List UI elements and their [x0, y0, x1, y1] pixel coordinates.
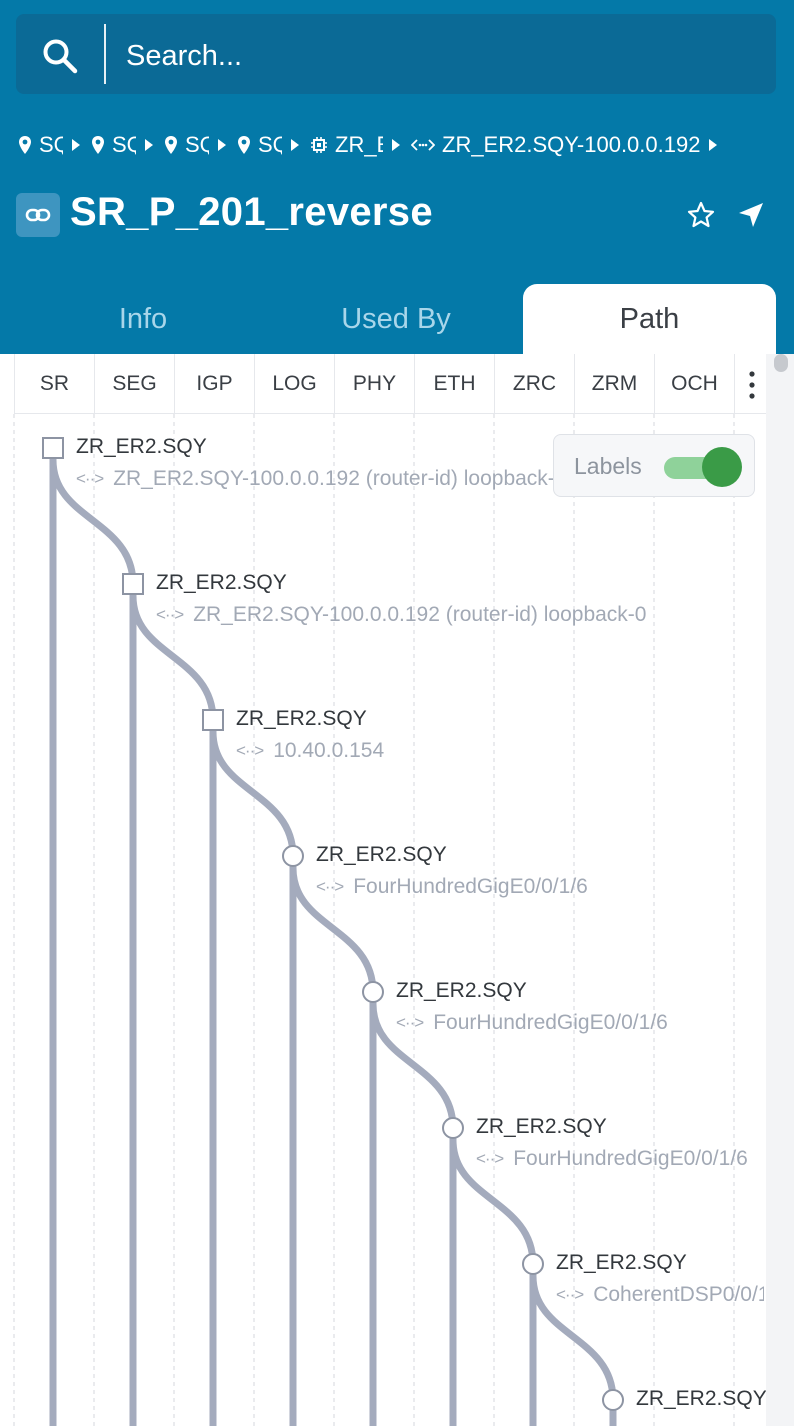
path-node-interface-text: FourHundredGigE0/0/1/6: [433, 1011, 668, 1034]
chevron-right-icon: [71, 138, 81, 152]
path-node-interface[interactable]: <··> ZR_ER2.SQY-100.0.0.192 (router-id) l…: [76, 467, 566, 491]
breadcrumb-item[interactable]: ZR_ER2.SQY: [310, 132, 411, 158]
path-node-interface-text: FourHundredGigE0/0/1/6: [353, 875, 588, 898]
path-node-label[interactable]: ZR_ER2.SQY: [396, 979, 527, 1002]
search-input[interactable]: [126, 36, 746, 76]
path-node-label[interactable]: ZR_ER2.SQY: [556, 1251, 687, 1274]
path-connector: [289, 867, 377, 993]
path-node-interface[interactable]: <··> FourHundredGigE0/0/1/6: [316, 875, 588, 899]
breadcrumb-item[interactable]: SQY: [91, 132, 164, 158]
labels-toggle-knob[interactable]: [702, 447, 742, 487]
column-header-zrm[interactable]: ZRM: [575, 354, 655, 414]
link-arrows-icon: [411, 138, 435, 152]
path-connector: [49, 459, 137, 585]
path-node-interface-text: ZR_ER2.SQY-100.0.0.192 (router-id) loopb…: [113, 467, 567, 490]
chevron-right-icon: [290, 138, 300, 152]
tab-used-by[interactable]: Used By: [341, 302, 451, 335]
path-connector: [129, 595, 217, 721]
path-node-square[interactable]: [42, 437, 64, 459]
tab-path[interactable]: Path: [523, 284, 776, 354]
path-node-interface[interactable]: <··> FourHundredGigE0/0/1/6: [396, 1011, 668, 1035]
location-pin-icon: [164, 135, 178, 155]
breadcrumb-item[interactable]: SQY: [18, 132, 91, 158]
column-header-sr[interactable]: SR: [15, 354, 95, 414]
scrollbar[interactable]: [766, 354, 794, 1426]
column-header-zrc[interactable]: ZRC: [495, 354, 575, 414]
breadcrumb-label: SQY: [258, 132, 282, 157]
chevron-right-icon: [708, 138, 718, 152]
link-icon: [16, 193, 60, 237]
path-connector: [449, 1139, 537, 1265]
link-arrows-icon: <··>: [316, 877, 344, 896]
chevron-right-icon: [144, 138, 154, 152]
labels-toggle-label: Labels: [574, 453, 642, 479]
chevron-right-icon: [217, 138, 227, 152]
path-node-label[interactable]: ZR_ER2.SQY: [236, 707, 367, 730]
tab-info[interactable]: Info: [118, 302, 168, 335]
chevron-right-icon: [391, 138, 401, 152]
path-diagram: [13, 414, 735, 1426]
column-header-log[interactable]: LOG: [255, 354, 335, 414]
column-header-phy[interactable]: PHY: [335, 354, 415, 414]
breadcrumb-item[interactable]: ZR_ER2.SQY-100.0.0.192: [411, 132, 728, 158]
scrollbar-thumb[interactable]: [774, 354, 788, 372]
path-node-square[interactable]: [202, 709, 224, 731]
path-node-label[interactable]: ZR_ER2.SQY: [76, 435, 207, 458]
path-node-interface-text: 10.40.0.154: [273, 739, 385, 762]
path-node-circle[interactable]: [282, 845, 304, 867]
breadcrumb-label: ZR_ER2.SQY: [335, 132, 383, 157]
path-connector: [209, 731, 297, 857]
column-header-seg[interactable]: SEG: [95, 354, 175, 414]
breadcrumb: SQY SQY SQY SQY ZR_ER2.SQY ZR_ER2.SQY-100.0.0…: [18, 130, 778, 160]
navigate-icon[interactable]: [736, 200, 766, 230]
path-node-circle[interactable]: [602, 1389, 624, 1411]
path-node-circle[interactable]: [442, 1117, 464, 1139]
location-pin-icon: [18, 135, 32, 155]
path-connector: [529, 1275, 617, 1401]
layer-column-header: SR SEG IGP LOG PHY ETH ZRC ZRM OCH: [14, 354, 766, 414]
more-vertical-icon[interactable]: [748, 370, 756, 400]
column-header-eth[interactable]: ETH: [415, 354, 495, 414]
path-node-label[interactable]: ZR_ER2.SQY: [476, 1115, 607, 1138]
path-node-interface-text: FourHundredGigE0/0/1/6: [513, 1147, 748, 1170]
breadcrumb-item[interactable]: SQY: [237, 132, 310, 158]
path-node-interface[interactable]: <··> ZR_ER2.SQY-100.0.0.192 (router-id) l…: [156, 603, 646, 627]
path-node-circle[interactable]: [362, 981, 384, 1003]
path-node-interface-text: ZR_ER2.SQY-100.0.0.192 (router-id) loopb…: [193, 603, 647, 626]
column-header-igp[interactable]: IGP: [175, 354, 255, 414]
column-header-och[interactable]: OCH: [655, 354, 735, 414]
path-node-circle[interactable]: [522, 1253, 544, 1275]
link-arrows-icon: <··>: [236, 741, 264, 760]
breadcrumb-item[interactable]: SQY: [164, 132, 237, 158]
link-arrows-icon: <··>: [476, 1149, 504, 1168]
breadcrumb-label: SQY: [112, 132, 136, 157]
breadcrumb-label: ZR_ER2.SQY-100.0.0.192: [442, 132, 701, 157]
star-icon[interactable]: [686, 200, 716, 230]
search-divider: [104, 24, 106, 84]
path-node-label[interactable]: ZR_ER2.SQY: [156, 571, 287, 594]
link-arrows-icon: <··>: [76, 469, 104, 488]
location-pin-icon: [237, 135, 251, 155]
path-node-interface[interactable]: <··> FourHundredGigE0/0/1/6: [476, 1147, 748, 1171]
path-node-interface[interactable]: <··> 10.40.0.154: [236, 739, 384, 763]
location-pin-icon: [91, 135, 105, 155]
chip-icon: [310, 136, 328, 154]
breadcrumb-label: SQY: [39, 132, 63, 157]
path-node-label[interactable]: ZR_ER2.SQY: [636, 1387, 767, 1410]
labels-toggle[interactable]: Labels: [553, 434, 755, 497]
link-arrows-icon: <··>: [396, 1013, 424, 1032]
breadcrumb-label: SQY: [185, 132, 209, 157]
path-node-interface-text: CoherentDSP0/0/1/6: [593, 1283, 764, 1306]
link-arrows-icon: <··>: [556, 1285, 584, 1304]
search-icon[interactable]: [40, 36, 80, 76]
path-connector: [369, 1003, 457, 1129]
path-node-interface[interactable]: <··> CoherentDSP0/0/1/6: [556, 1283, 764, 1307]
path-node-square[interactable]: [122, 573, 144, 595]
link-arrows-icon: <··>: [156, 605, 184, 624]
path-node-label[interactable]: ZR_ER2.SQY: [316, 843, 447, 866]
page-title: SR_P_201_reverse: [70, 190, 433, 234]
